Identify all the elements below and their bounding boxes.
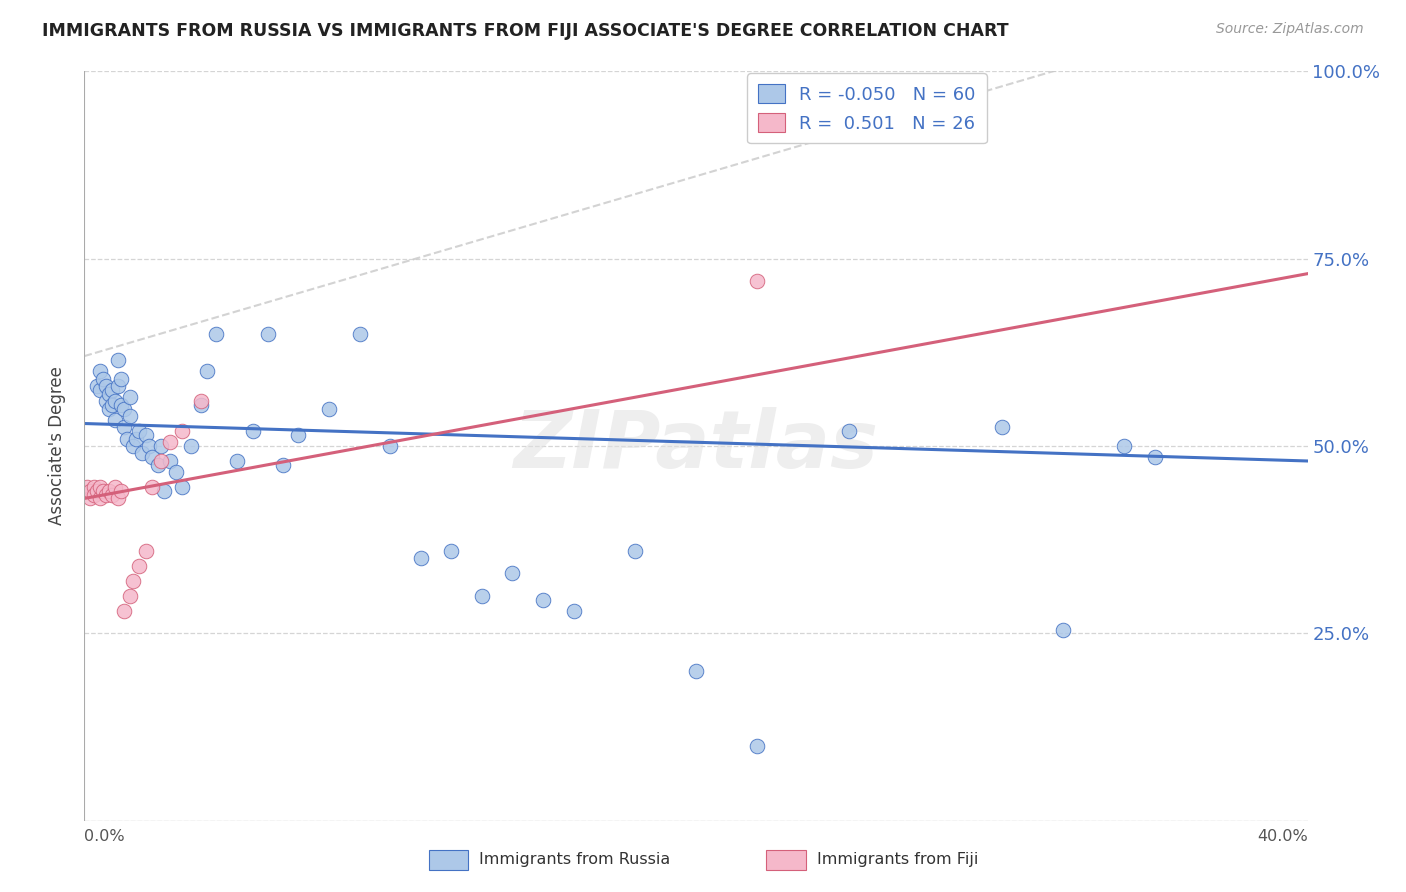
Point [128, 424, 150, 438]
Point [502, 566, 524, 581]
Point [107, 491, 129, 506]
Y-axis label: Associate's Degree: Associate's Degree [48, 367, 66, 525]
Point [172, 424, 194, 438]
Text: Immigrants from Fiji: Immigrants from Fiji [817, 853, 979, 867]
Point [89, 364, 111, 378]
Point [838, 424, 860, 438]
Text: Source: ZipAtlas.com: Source: ZipAtlas.com [1216, 22, 1364, 37]
Point [349, 326, 371, 341]
Point [110, 483, 132, 498]
Point [141, 450, 163, 465]
Point [271, 458, 294, 472]
Point [149, 439, 172, 453]
Point [89, 491, 111, 506]
Point [226, 454, 249, 468]
Text: ZIPatlas: ZIPatlas [513, 407, 879, 485]
Point [94, 488, 117, 502]
Point [141, 480, 163, 494]
Point [747, 739, 769, 753]
Point [125, 432, 148, 446]
Point [104, 413, 127, 427]
Point [101, 383, 124, 397]
Point [97, 386, 120, 401]
Point [146, 458, 169, 472]
Point [318, 401, 340, 416]
Point [131, 446, 153, 460]
Point [190, 394, 212, 409]
Point [287, 427, 309, 442]
Point [120, 390, 142, 404]
Point [89, 383, 111, 397]
Point [120, 409, 142, 423]
Point [195, 364, 218, 378]
Point [128, 558, 150, 573]
Point [531, 592, 554, 607]
Point [471, 589, 494, 603]
Point [83, 480, 105, 494]
Point [104, 480, 127, 494]
Point [97, 401, 120, 416]
Point [79, 483, 101, 498]
Point [91, 483, 114, 498]
Text: Immigrants from Russia: Immigrants from Russia [479, 853, 671, 867]
Point [76, 480, 98, 494]
Point [1052, 623, 1074, 637]
Point [104, 394, 127, 409]
Point [107, 352, 129, 367]
Point [685, 664, 707, 678]
Point [159, 435, 181, 450]
Point [624, 544, 647, 558]
Point [86, 379, 108, 393]
Point [91, 371, 114, 385]
Text: IMMIGRANTS FROM RUSSIA VS IMMIGRANTS FROM FIJI ASSOCIATE'S DEGREE CORRELATION CH: IMMIGRANTS FROM RUSSIA VS IMMIGRANTS FRO… [42, 22, 1010, 40]
Point [112, 420, 135, 434]
Text: 0.0%: 0.0% [84, 829, 125, 844]
Point [79, 491, 101, 506]
Point [122, 574, 145, 588]
Point [94, 379, 117, 393]
Point [107, 379, 129, 393]
Point [440, 544, 463, 558]
Point [86, 483, 108, 498]
Point [122, 439, 145, 453]
Point [165, 465, 187, 479]
Text: 40.0%: 40.0% [1257, 829, 1308, 844]
Point [138, 439, 160, 453]
Point [83, 488, 105, 502]
Point [409, 551, 432, 566]
Point [101, 488, 124, 502]
Point [991, 420, 1014, 434]
Point [159, 454, 181, 468]
Point [101, 398, 124, 412]
Point [380, 439, 402, 453]
Point [257, 326, 280, 341]
Point [89, 480, 111, 494]
Legend: R = -0.050   N = 60, R =  0.501   N = 26: R = -0.050 N = 60, R = 0.501 N = 26 [747, 73, 987, 144]
Point [172, 480, 194, 494]
Point [180, 439, 202, 453]
Point [153, 483, 176, 498]
Point [1114, 439, 1136, 453]
Point [110, 398, 132, 412]
Point [205, 326, 228, 341]
Point [149, 454, 172, 468]
Point [242, 424, 264, 438]
Point [112, 401, 135, 416]
Point [97, 483, 120, 498]
Point [120, 589, 142, 603]
Point [562, 604, 585, 618]
Point [135, 427, 157, 442]
Point [112, 604, 135, 618]
Point [94, 394, 117, 409]
Point [747, 274, 769, 288]
Point [135, 544, 157, 558]
Point [190, 398, 212, 412]
Point [1143, 450, 1166, 465]
Point [110, 371, 132, 385]
Point [115, 432, 138, 446]
